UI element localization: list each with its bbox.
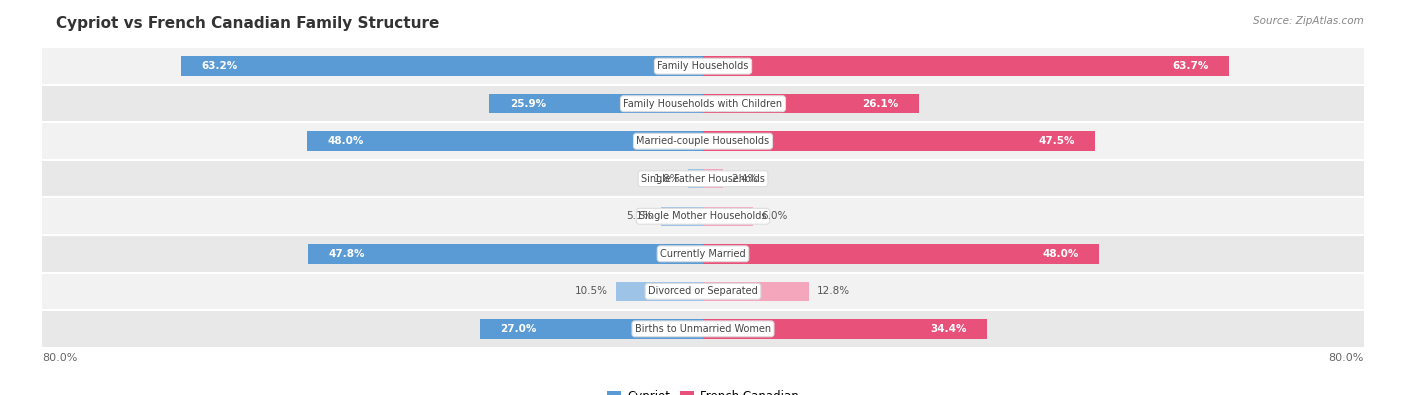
Text: 48.0%: 48.0% (1042, 249, 1078, 259)
Bar (479, 319, 703, 339)
Text: Divorced or Separated: Divorced or Separated (648, 286, 758, 296)
Text: Births to Unmarried Women: Births to Unmarried Women (636, 324, 770, 334)
Text: Cypriot vs French Canadian Family Structure: Cypriot vs French Canadian Family Struct… (56, 16, 440, 31)
Bar (703, 282, 808, 301)
Text: 27.0%: 27.0% (501, 324, 537, 334)
Text: 63.2%: 63.2% (201, 61, 238, 71)
Text: 6.0%: 6.0% (761, 211, 787, 221)
Text: 2.4%: 2.4% (731, 174, 758, 184)
Legend: Cypriot, French Canadian: Cypriot, French Canadian (603, 385, 803, 395)
Text: 26.1%: 26.1% (862, 99, 898, 109)
Text: 1.8%: 1.8% (654, 174, 681, 184)
Bar (181, 56, 703, 76)
Bar (703, 94, 918, 113)
Text: 34.4%: 34.4% (929, 324, 966, 334)
Text: 63.7%: 63.7% (1173, 61, 1209, 71)
Text: Married-couple Households: Married-couple Households (637, 136, 769, 146)
Text: Single Mother Households: Single Mother Households (640, 211, 766, 221)
Bar (703, 319, 987, 339)
Text: Family Households with Children: Family Households with Children (623, 99, 783, 109)
Text: 80.0%: 80.0% (1329, 353, 1364, 363)
Bar (703, 169, 723, 188)
Text: Family Households: Family Households (658, 61, 748, 71)
Bar (42, 160, 1364, 198)
Text: Single Father Households: Single Father Households (641, 174, 765, 184)
Bar (688, 169, 703, 188)
Bar (616, 282, 703, 301)
Text: 47.8%: 47.8% (329, 249, 366, 259)
Bar (42, 235, 1364, 273)
Bar (703, 56, 1229, 76)
Text: 48.0%: 48.0% (328, 136, 364, 146)
Text: 12.8%: 12.8% (817, 286, 851, 296)
Text: 25.9%: 25.9% (510, 99, 546, 109)
Bar (42, 198, 1364, 235)
Text: 80.0%: 80.0% (42, 353, 77, 363)
Bar (42, 122, 1364, 160)
Bar (42, 85, 1364, 122)
Bar (703, 207, 752, 226)
Bar (661, 207, 703, 226)
Text: 10.5%: 10.5% (575, 286, 607, 296)
Bar (308, 244, 703, 263)
Text: Source: ZipAtlas.com: Source: ZipAtlas.com (1253, 16, 1364, 26)
Text: Currently Married: Currently Married (661, 249, 745, 259)
Bar (703, 244, 1099, 263)
Bar (42, 273, 1364, 310)
Bar (703, 132, 1095, 151)
Bar (42, 47, 1364, 85)
Bar (307, 132, 703, 151)
Bar (489, 94, 703, 113)
Text: 47.5%: 47.5% (1038, 136, 1074, 146)
Bar (42, 310, 1364, 348)
Text: 5.1%: 5.1% (626, 211, 652, 221)
